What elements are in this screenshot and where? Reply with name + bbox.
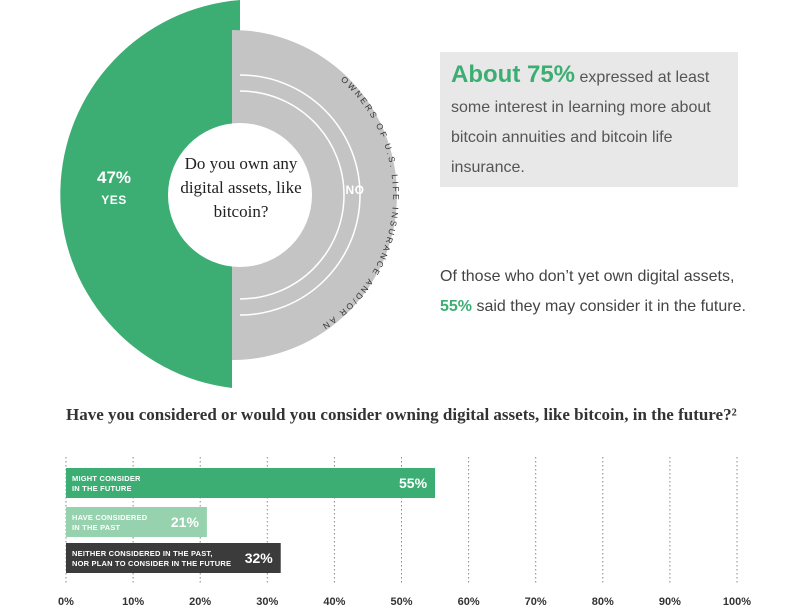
stat-text-before: Of those who don’t yet own digital asset…	[440, 268, 735, 285]
consideration-bar-chart: 0% 10% 20% 30% 40% 50% 60% 70% 80% 90% 100% MIGHT C…	[58, 457, 751, 608]
bar-category-label: MIGHT CONSIDER	[72, 474, 141, 483]
x-tick-label: 70%	[525, 596, 547, 608]
future-consideration-stat: Of those who don’t yet own digital asset…	[440, 262, 760, 322]
x-tick-label: 40%	[323, 596, 345, 608]
donut-hole	[168, 123, 312, 267]
yes-value-label: 47%	[96, 168, 132, 187]
bar	[66, 507, 207, 537]
bar-value-label: 21%	[171, 514, 200, 530]
bar	[66, 468, 436, 498]
bar-value-label: 32%	[245, 550, 274, 566]
donut-slice-no	[232, 30, 397, 360]
x-tick-label: 60%	[458, 596, 480, 608]
donut-inner-ring-line	[239, 74, 361, 316]
callout-text: expressed at least some interest in lear…	[451, 69, 711, 176]
donut-slice-yes	[60, 0, 241, 388]
bar	[66, 543, 281, 573]
x-tick-label: 50%	[390, 596, 412, 608]
ownership-donut-chart: OWNERS OF U.S. LIFE INSURANCE AND/OR ANN…	[0, 0, 399, 388]
callout-highlight: About 75%	[451, 61, 576, 88]
stat-text-after: said they may consider it in the future.	[472, 298, 746, 315]
x-tick-label: 30%	[256, 596, 278, 608]
no-category-label: NO	[345, 183, 365, 197]
interest-callout-box: About 75% expressed at least some intere…	[440, 52, 738, 187]
donut-inner-ring-line	[239, 90, 345, 300]
x-tick-label: 20%	[189, 596, 211, 608]
bar-category-label: IN THE PAST	[72, 523, 121, 532]
bar-category-label: HAVE CONSIDERED	[72, 513, 148, 522]
bar-category-label: NEITHER CONSIDERED IN THE PAST,	[72, 549, 213, 558]
x-tick-label: 100%	[723, 596, 751, 608]
stat-highlight: 55%	[440, 298, 473, 315]
bar-category-label: IN THE FUTURE	[72, 484, 132, 493]
donut-question: Do you own any digital assets, like bitc…	[180, 154, 302, 221]
x-tick-label: 80%	[592, 596, 614, 608]
bar-value-label: 55%	[399, 475, 428, 491]
x-tick-label: 0%	[58, 596, 74, 608]
x-tick-label: 10%	[122, 596, 144, 608]
bar-chart-question: Have you considered or would you conside…	[66, 405, 737, 424]
x-tick-label: 90%	[659, 596, 681, 608]
yes-category-label: YES	[101, 193, 127, 207]
bar-category-label: NOR PLAN TO CONSIDER IN THE FUTURE	[72, 559, 231, 568]
